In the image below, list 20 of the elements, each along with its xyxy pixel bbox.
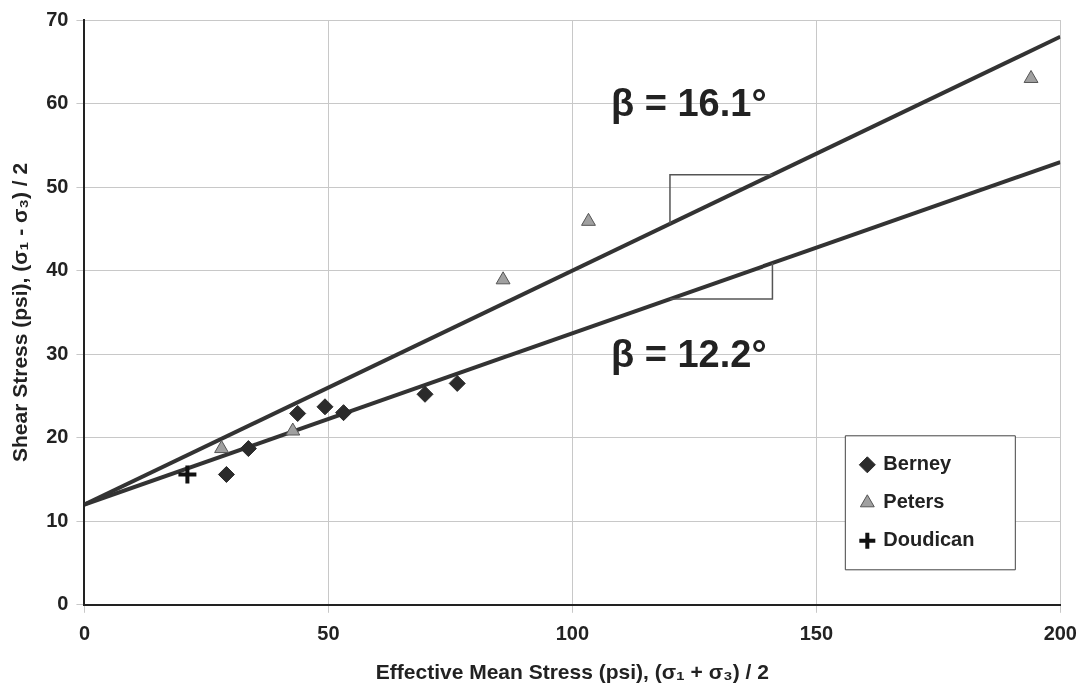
y-tick-label: 40 — [46, 258, 69, 281]
x-tick-label: 50 — [317, 622, 340, 645]
x-tick-label: 100 — [555, 622, 590, 645]
x-tick-label: 200 — [1043, 622, 1077, 645]
legend-label: Berney — [883, 452, 952, 475]
legend-label: Doudican — [883, 528, 975, 551]
y-tick-label: 70 — [46, 7, 69, 30]
y-axis-title: Shear Stress (psi), (σ₁ - σ₃) / 2 — [8, 162, 32, 462]
y-tick-label: 0 — [57, 592, 69, 615]
x-tick-label: 150 — [799, 622, 834, 645]
y-tick-label: 10 — [46, 508, 69, 531]
x-axis-title: Effective Mean Stress (psi), (σ₁ + σ₃) / 2 — [375, 660, 769, 684]
y-tick-label: 50 — [46, 174, 69, 197]
y-tick-label: 60 — [46, 91, 69, 114]
annotation: β = 16.1° — [610, 81, 767, 124]
annotation: β = 12.2° — [610, 332, 767, 375]
x-tick-label: 0 — [78, 622, 91, 645]
y-tick-label: 30 — [46, 341, 69, 364]
y-tick-label: 20 — [46, 425, 69, 448]
legend-label: Peters — [883, 490, 945, 513]
